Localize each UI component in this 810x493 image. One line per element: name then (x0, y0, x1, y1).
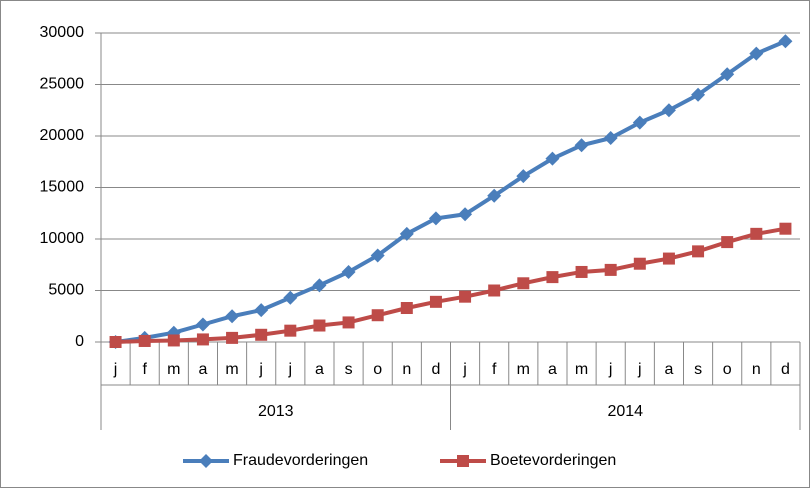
marker (399, 226, 414, 241)
y-tick-label: 5000 (48, 282, 84, 299)
marker (284, 324, 297, 337)
x-tick-label: j (608, 361, 613, 378)
marker (516, 169, 531, 184)
marker (778, 34, 793, 49)
marker (226, 331, 239, 344)
x-tick-label: a (198, 361, 207, 378)
marker (721, 236, 734, 249)
marker (429, 295, 442, 308)
marker (283, 290, 298, 305)
marker (546, 271, 559, 284)
x-tick-label: f (142, 361, 147, 378)
marker (341, 264, 356, 279)
marker (575, 265, 588, 278)
marker (692, 245, 705, 258)
marker (400, 302, 413, 315)
marker (632, 115, 647, 130)
x-tick-label: m (167, 361, 180, 378)
x-tick-label: m (225, 361, 238, 378)
legend-marker (457, 455, 469, 467)
x-tick-label: j (462, 361, 467, 378)
x-tick-label: a (315, 361, 324, 378)
x-tick-label: j (258, 361, 263, 378)
y-tick-label: 30000 (40, 24, 85, 41)
marker (459, 290, 472, 303)
marker (225, 309, 240, 324)
marker (255, 328, 268, 341)
x-tick-label: n (752, 361, 761, 378)
marker (109, 336, 122, 348)
x-tick-label: o (723, 361, 732, 378)
marker (662, 252, 675, 265)
y-tick-label: 0 (75, 333, 84, 350)
x-tick-label: a (548, 361, 557, 378)
marker (196, 333, 209, 346)
legend-label: Boetevorderingen (490, 452, 616, 469)
marker (458, 207, 473, 222)
marker (195, 317, 210, 332)
marker (691, 87, 706, 102)
x-group-label: 2013 (258, 403, 294, 420)
marker (487, 188, 502, 203)
x-tick-label: j (113, 361, 118, 378)
marker (167, 334, 180, 347)
x-tick-label: o (373, 361, 382, 378)
x-tick-label: n (402, 361, 411, 378)
marker (370, 248, 385, 263)
x-tick-label: m (575, 361, 588, 378)
y-tick-label: 15000 (40, 179, 85, 196)
x-tick-label: m (517, 361, 530, 378)
marker (313, 319, 326, 332)
marker (779, 222, 792, 235)
legend-label: Fraudevorderingen (233, 452, 368, 469)
marker (342, 316, 355, 329)
marker (138, 334, 151, 347)
x-tick-label: j (637, 361, 642, 378)
y-tick-label: 25000 (40, 76, 85, 93)
x-group-label: 2014 (607, 403, 643, 420)
x-tick-label: d (781, 361, 790, 378)
marker (604, 263, 617, 276)
marker (254, 303, 269, 318)
x-tick-label: d (431, 361, 440, 378)
marker (312, 278, 327, 293)
y-tick-label: 10000 (40, 230, 85, 247)
x-tick-label: a (664, 361, 673, 378)
x-tick-label: f (492, 361, 497, 378)
x-tick-label: j (288, 361, 293, 378)
x-tick-label: s (694, 361, 702, 378)
marker (750, 227, 763, 240)
marker (720, 67, 735, 82)
marker (428, 211, 443, 226)
marker (749, 46, 764, 61)
marker (603, 131, 618, 146)
x-tick-label: s (345, 361, 353, 378)
marker (488, 284, 501, 297)
y-tick-label: 20000 (40, 127, 85, 144)
marker (545, 151, 560, 166)
marker (517, 277, 530, 290)
marker (371, 309, 384, 322)
marker (661, 103, 676, 118)
legend-marker (199, 454, 213, 468)
marker (633, 257, 646, 270)
marker (574, 138, 589, 153)
